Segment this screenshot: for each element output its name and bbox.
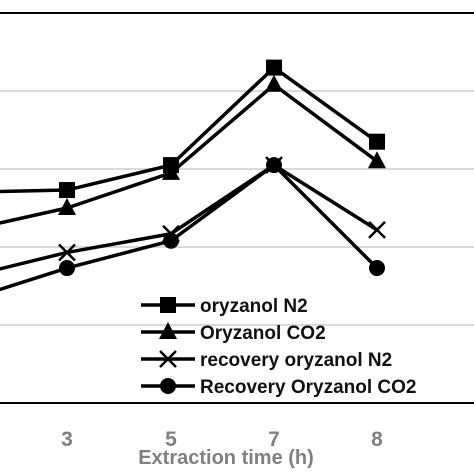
legend-label: Oryzanol CO2 xyxy=(200,323,326,344)
series-4 xyxy=(0,157,385,292)
data-point-marker xyxy=(369,133,385,150)
series-1 xyxy=(0,59,385,199)
data-point-marker xyxy=(369,260,385,277)
legend-label: Recovery Oryzanol CO2 xyxy=(200,377,416,398)
legend-marker xyxy=(159,322,177,339)
plot-area-border xyxy=(0,12,474,404)
legend-marker xyxy=(160,378,176,394)
series-2 xyxy=(0,74,386,225)
data-point-marker xyxy=(368,151,386,169)
series-line xyxy=(0,163,378,271)
legend: oryzanol N2 Oryzanol CO2 recovery oryzanol… xyxy=(141,296,416,398)
data-point-marker xyxy=(266,59,282,76)
data-point-marker xyxy=(59,182,75,199)
x-axis-tick-labels: 3 5 7 8 xyxy=(61,428,383,451)
legend-item: recovery oryzanol N2 xyxy=(141,350,392,371)
data-point-marker xyxy=(58,243,76,262)
data-point-marker xyxy=(266,157,282,174)
legend-label: recovery oryzanol N2 xyxy=(200,350,392,371)
x-tick-label: 5 xyxy=(165,428,177,451)
x-tick-label: 7 xyxy=(268,428,280,451)
legend-item: oryzanol N2 xyxy=(141,296,308,317)
data-point-marker xyxy=(163,232,179,249)
x-axis-title: Extraction time (h) xyxy=(138,447,314,469)
legend-marker xyxy=(160,297,176,313)
gridlines xyxy=(0,90,474,326)
x-tick-label: 3 xyxy=(61,428,73,451)
series-line xyxy=(0,65,379,194)
data-point-marker xyxy=(162,162,180,180)
series-line xyxy=(0,163,379,292)
legend-label: oryzanol N2 xyxy=(200,296,308,317)
data-point-marker xyxy=(59,260,75,277)
legend-item: Recovery Oryzanol CO2 xyxy=(141,377,416,398)
series-lines xyxy=(0,59,386,292)
x-tick-label: 8 xyxy=(371,428,383,451)
data-point-marker xyxy=(265,74,283,92)
legend-item: Oryzanol CO2 xyxy=(141,322,326,344)
data-point-marker xyxy=(58,198,76,215)
legend-marker xyxy=(159,350,177,368)
data-point-marker xyxy=(368,220,386,239)
